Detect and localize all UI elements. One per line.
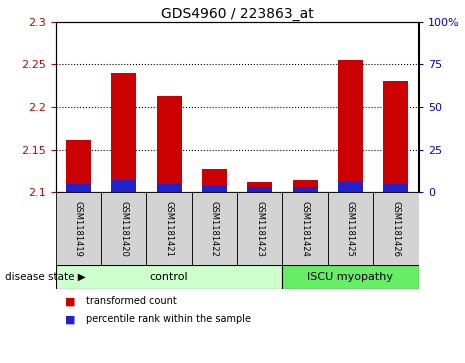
- Title: GDS4960 / 223863_at: GDS4960 / 223863_at: [161, 7, 313, 21]
- Bar: [292, 187, 318, 192]
- Bar: [146, 192, 192, 265]
- Bar: [157, 96, 182, 192]
- Bar: [282, 192, 328, 265]
- Bar: [237, 192, 283, 265]
- Text: control: control: [150, 272, 188, 282]
- Text: GSM1181422: GSM1181422: [210, 201, 219, 257]
- Bar: [383, 184, 408, 192]
- Text: GSM1181419: GSM1181419: [74, 201, 83, 257]
- Text: ISCU myopathy: ISCU myopathy: [307, 272, 393, 282]
- Bar: [66, 184, 91, 192]
- Bar: [292, 180, 318, 192]
- Bar: [282, 265, 418, 289]
- Bar: [338, 182, 363, 192]
- Bar: [328, 192, 373, 265]
- Bar: [247, 182, 272, 192]
- Text: transformed count: transformed count: [86, 296, 177, 306]
- Bar: [338, 60, 363, 192]
- Text: GSM1181425: GSM1181425: [346, 201, 355, 257]
- Bar: [383, 82, 408, 192]
- Bar: [202, 185, 227, 192]
- Bar: [192, 192, 237, 265]
- Text: percentile rank within the sample: percentile rank within the sample: [86, 314, 251, 325]
- Bar: [101, 192, 146, 265]
- Bar: [157, 184, 182, 192]
- Bar: [56, 265, 282, 289]
- Text: GSM1181420: GSM1181420: [120, 201, 128, 257]
- Bar: [247, 187, 272, 192]
- Text: ■: ■: [65, 296, 76, 306]
- Text: disease state ▶: disease state ▶: [5, 272, 86, 282]
- Text: GSM1181421: GSM1181421: [165, 201, 173, 257]
- Bar: [56, 192, 101, 265]
- Bar: [373, 192, 418, 265]
- Text: GSM1181424: GSM1181424: [301, 201, 310, 257]
- Bar: [66, 140, 91, 192]
- Bar: [202, 170, 227, 192]
- Text: GSM1181426: GSM1181426: [392, 201, 400, 257]
- Bar: [111, 180, 136, 192]
- Bar: [111, 73, 136, 192]
- Text: ■: ■: [65, 314, 76, 325]
- Text: GSM1181423: GSM1181423: [255, 201, 264, 257]
